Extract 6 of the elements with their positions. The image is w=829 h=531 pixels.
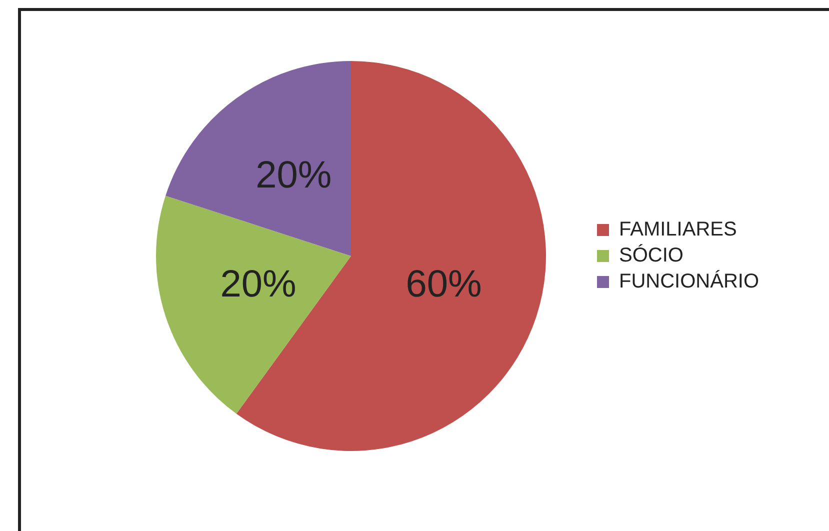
data-label: 20% bbox=[256, 154, 332, 197]
legend-label: SÓCIO bbox=[619, 244, 684, 267]
data-label: 20% bbox=[220, 264, 296, 306]
legend-label: FUNCIONÁRIO bbox=[619, 270, 759, 293]
legend-label: FAMILIARES bbox=[619, 218, 737, 241]
data-label: 60% bbox=[406, 264, 482, 306]
